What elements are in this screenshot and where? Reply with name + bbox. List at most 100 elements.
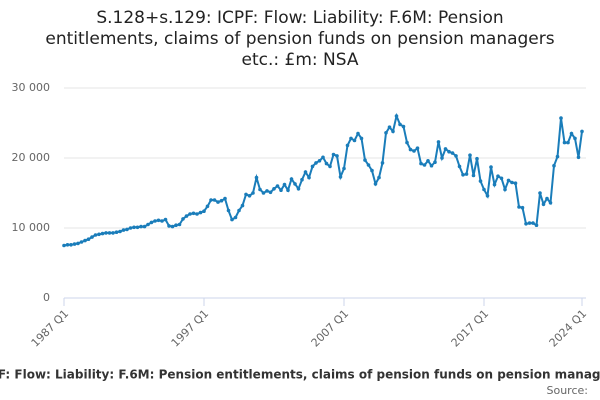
- data-point: [457, 164, 462, 169]
- data-point: [90, 235, 94, 239]
- data-point: [489, 165, 493, 169]
- data-point: [426, 159, 430, 163]
- data-point: [548, 201, 553, 205]
- data-point: [76, 241, 80, 246]
- data-point: [69, 243, 73, 247]
- data-point: [72, 242, 77, 246]
- data-point: [555, 154, 560, 159]
- data-point: [114, 230, 119, 234]
- data-point: [93, 233, 98, 237]
- data-point: [272, 187, 276, 191]
- data-point: [517, 205, 521, 209]
- data-point: [219, 198, 224, 203]
- y-tick-label: 10 000: [12, 221, 51, 234]
- data-point: [240, 203, 245, 208]
- data-point: [83, 238, 87, 243]
- data-point: [464, 172, 469, 176]
- data-point: [139, 224, 143, 229]
- data-point: [503, 187, 507, 192]
- data-point: [107, 231, 112, 235]
- data-point: [394, 114, 399, 118]
- data-point: [506, 178, 511, 183]
- data-point: [377, 175, 381, 180]
- data-point: [111, 231, 115, 235]
- data-point: [289, 177, 294, 181]
- data-point: [223, 196, 227, 201]
- data-point: [552, 163, 556, 168]
- data-point: [345, 143, 350, 148]
- data-point: [303, 170, 308, 174]
- data-point: [482, 187, 486, 192]
- data-point: [342, 166, 346, 171]
- y-tick-label: 20 000: [12, 151, 51, 164]
- x-tick-label: 2024 Q1: [547, 307, 590, 350]
- data-point: [534, 223, 539, 227]
- data-point: [443, 147, 448, 151]
- data-point: [132, 225, 136, 230]
- data-point: [338, 175, 343, 179]
- data-point: [174, 223, 178, 227]
- data-point: [513, 181, 518, 185]
- data-point: [212, 198, 217, 202]
- legend-item: S.128+s.129: ICPF: Flow: Liability: F.6M…: [0, 368, 600, 382]
- data-point: [191, 211, 196, 216]
- data-point: [310, 164, 315, 169]
- data-point: [363, 158, 367, 162]
- data-point: [79, 240, 84, 244]
- data-point: [496, 174, 500, 178]
- data-point: [233, 215, 238, 220]
- data-point: [181, 217, 185, 221]
- data-point: [538, 191, 542, 195]
- data-point: [436, 140, 441, 144]
- data-point: [398, 122, 402, 127]
- data-point: [366, 163, 371, 167]
- data-point: [415, 146, 420, 150]
- data-point: [412, 149, 416, 153]
- data-point: [265, 189, 269, 193]
- data-point: [405, 140, 409, 145]
- data-point: [356, 131, 360, 136]
- data-point: [237, 208, 241, 213]
- data-point: [429, 163, 434, 168]
- data-point: [440, 156, 444, 160]
- data-point: [247, 194, 252, 198]
- data-point: [160, 219, 164, 223]
- data-point: [286, 188, 290, 192]
- chart-title: S.128+s.129: ICPF: Flow: Liability: F.6M…: [96, 8, 503, 28]
- data-point: [387, 125, 392, 129]
- data-point: [314, 161, 318, 165]
- data-point: [499, 176, 504, 181]
- data-point: [471, 173, 476, 178]
- data-point: [300, 177, 304, 182]
- chart-title: entitlements, claims of pension funds on…: [45, 29, 554, 49]
- data-point: [104, 231, 108, 235]
- data-point: [331, 152, 336, 157]
- data-point: [268, 190, 273, 195]
- data-point: [97, 232, 101, 237]
- x-tick-label: 2017 Q1: [449, 307, 492, 350]
- data-point: [391, 129, 395, 134]
- data-point: [121, 228, 126, 232]
- data-point: [447, 149, 451, 154]
- data-point: [293, 182, 297, 186]
- x-tick-label: 2007 Q1: [309, 307, 352, 350]
- data-point: [349, 136, 353, 141]
- x-tick-label: 1987 Q1: [29, 307, 72, 350]
- data-point: [184, 214, 189, 218]
- data-point: [251, 191, 255, 195]
- data-point: [177, 222, 182, 227]
- data-point: [422, 163, 427, 167]
- data-point: [541, 202, 546, 206]
- data-point: [492, 182, 497, 187]
- data-point: [569, 131, 574, 136]
- data-point: [156, 218, 161, 223]
- data-point: [401, 124, 406, 129]
- data-point: [244, 192, 248, 197]
- data-point: [167, 224, 171, 228]
- data-point: [408, 147, 413, 152]
- data-point: [146, 222, 150, 227]
- data-point: [373, 182, 378, 186]
- data-point: [384, 131, 388, 135]
- data-point: [188, 212, 192, 216]
